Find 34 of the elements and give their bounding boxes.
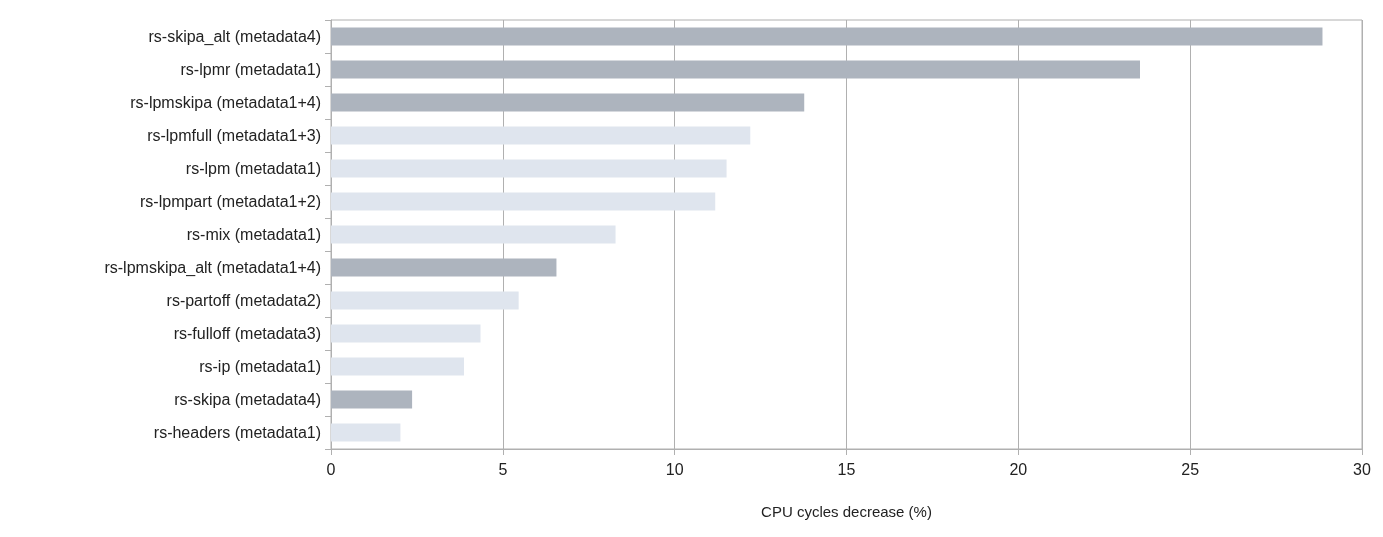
x-tick-label: 25 bbox=[1181, 460, 1200, 478]
x-tick-label: 5 bbox=[498, 460, 508, 478]
y-tick-label: rs-lpmfull (metadata1+3) bbox=[147, 127, 321, 144]
y-tick-label: rs-mix (metadata1) bbox=[186, 226, 321, 243]
bar bbox=[331, 93, 805, 112]
x-tick-label: 10 bbox=[665, 460, 684, 478]
y-tick-label: rs-lpm (metadata1) bbox=[185, 160, 321, 177]
y-tick-label: rs-lpmskipa (metadata1+4) bbox=[130, 94, 321, 111]
y-tick-label: rs-skipa (metadata4) bbox=[174, 391, 321, 408]
bar bbox=[331, 27, 1323, 46]
bar bbox=[331, 126, 751, 145]
bar bbox=[331, 390, 413, 409]
bar bbox=[331, 423, 401, 442]
bar bbox=[331, 192, 716, 211]
y-tick-label: rs-headers (metadata1) bbox=[153, 424, 321, 441]
x-tick-label: 20 bbox=[1009, 460, 1028, 478]
y-tick-label: rs-lpmr (metadata1) bbox=[180, 61, 321, 78]
x-axis-title: CPU cycles decrease (%) bbox=[761, 503, 932, 520]
bar bbox=[331, 291, 519, 310]
bar bbox=[331, 324, 481, 343]
y-tick-label: rs-lpmpart (metadata1+2) bbox=[140, 193, 321, 210]
x-tick-label: 30 bbox=[1353, 460, 1371, 478]
y-tick-label: rs-partoff (metadata2) bbox=[166, 292, 321, 309]
bar bbox=[331, 60, 1140, 79]
bar bbox=[331, 225, 616, 244]
x-tick-label: 0 bbox=[326, 460, 336, 478]
bar bbox=[331, 159, 727, 178]
y-tick-label: rs-skipa_alt (metadata4) bbox=[148, 28, 321, 46]
y-tick-label: rs-ip (metadata1) bbox=[199, 358, 321, 375]
bar bbox=[331, 357, 464, 376]
y-tick-label: rs-lpmskipa_alt (metadata1+4) bbox=[104, 259, 321, 277]
bar bbox=[331, 258, 557, 277]
y-tick-label: rs-fulloff (metadata3) bbox=[173, 325, 321, 342]
x-tick-label: 15 bbox=[837, 460, 856, 478]
